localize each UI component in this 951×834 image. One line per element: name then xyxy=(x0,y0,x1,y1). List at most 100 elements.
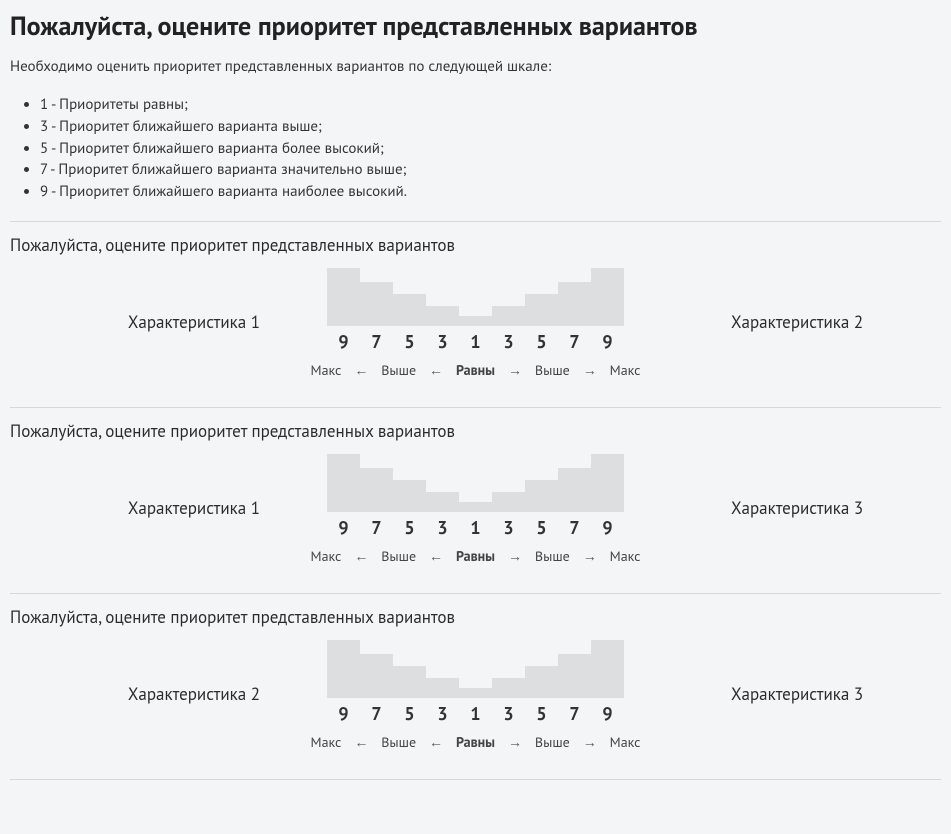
scale-bar[interactable] xyxy=(459,316,492,326)
scale-bar[interactable] xyxy=(360,654,393,698)
scale-numbers: 975313579 xyxy=(327,330,624,353)
list-item: 9 - Приоритет ближайшего варианта наибол… xyxy=(40,181,941,203)
scale-number: 5 xyxy=(393,330,426,353)
scale-bar[interactable] xyxy=(525,666,558,698)
scale-bar[interactable] xyxy=(393,294,426,326)
scale-number: 7 xyxy=(558,330,591,353)
scale-bar[interactable] xyxy=(525,480,558,512)
scale-bar[interactable] xyxy=(591,268,624,326)
characteristic-left: Характеристика 1 xyxy=(10,311,280,333)
scale-bar[interactable] xyxy=(459,688,492,698)
scale-bars xyxy=(327,266,624,326)
scale-number: 7 xyxy=(360,516,393,539)
scale-bar[interactable] xyxy=(393,666,426,698)
scale-numbers: 975313579 xyxy=(327,516,624,539)
scale-bar[interactable] xyxy=(492,306,525,326)
scale-legend: Макс←Выше←Равны→Выше→Макс xyxy=(311,361,641,379)
arrow-left-icon: ← xyxy=(354,361,368,379)
list-item: 5 - Приоритет ближайшего варианта более … xyxy=(40,138,941,160)
scale-number: 3 xyxy=(492,516,525,539)
scale-numbers: 975313579 xyxy=(327,702,624,725)
scale-number: 5 xyxy=(525,330,558,353)
scale-bar[interactable] xyxy=(558,468,591,512)
legend-higher-left: Выше xyxy=(381,733,416,751)
question-title: Пожалуйста, оцените приоритет представле… xyxy=(10,420,941,442)
arrow-right-icon: → xyxy=(508,547,522,565)
legend-max-left: Макс xyxy=(311,733,342,751)
list-item: 1 - Приоритеты равны; xyxy=(40,94,941,116)
legend-higher-right: Выше xyxy=(535,361,570,379)
list-item: 7 - Приоритет ближайшего варианта значит… xyxy=(40,159,941,181)
scale-bar[interactable] xyxy=(558,282,591,326)
characteristic-right: Характеристика 3 xyxy=(671,683,941,705)
scale-number: 5 xyxy=(525,516,558,539)
arrow-left-icon: ← xyxy=(354,547,368,565)
scale-bar[interactable] xyxy=(426,306,459,326)
scale-number: 9 xyxy=(591,702,624,725)
scale-bar[interactable] xyxy=(426,492,459,512)
legend-max-right: Макс xyxy=(610,547,641,565)
comparison-row: Характеристика 1 975313579 Макс ← Выше ← Равны… xyxy=(10,452,941,593)
scale-bar[interactable] xyxy=(558,654,591,698)
scale-description-list: 1 - Приоритеты равны; 3 - Приоритет ближ… xyxy=(10,94,941,203)
scale-number: 1 xyxy=(459,330,492,353)
arrow-left-icon: ← xyxy=(429,733,443,751)
legend-equal: Равны xyxy=(456,733,495,751)
characteristic-left: Характеристика 1 xyxy=(10,497,280,519)
scale-bar[interactable] xyxy=(360,282,393,326)
scale-bar[interactable] xyxy=(492,678,525,698)
scale-bar[interactable] xyxy=(459,502,492,512)
scale-number: 3 xyxy=(492,702,525,725)
scale-number: 9 xyxy=(591,516,624,539)
scale-bar[interactable] xyxy=(591,640,624,698)
separator xyxy=(10,407,941,408)
scale-bar[interactable] xyxy=(327,640,360,698)
separator xyxy=(10,221,941,222)
scale-number: 9 xyxy=(327,330,360,353)
scale-bar[interactable] xyxy=(327,268,360,326)
arrow-right-icon: → xyxy=(508,361,522,379)
legend-max-right: Макс xyxy=(610,361,641,379)
arrow-right-icon: → xyxy=(583,361,597,379)
scale-number: 5 xyxy=(393,516,426,539)
scale-widget: 975313579Макс←Выше←Равны→Выше→Макс xyxy=(280,638,671,751)
page-title: Пожалуйста, оцените приоритет представле… xyxy=(10,10,941,43)
scale-legend: Макс←Выше←Равны→Выше→Макс xyxy=(311,733,641,751)
scale-bar[interactable] xyxy=(360,468,393,512)
separator xyxy=(10,593,941,594)
arrow-left-icon: ← xyxy=(429,547,443,565)
arrow-left-icon: ← xyxy=(354,733,368,751)
comparison-row: Характеристика 2975313579Макс←Выше←Равны… xyxy=(10,638,941,779)
scale-number: 1 xyxy=(459,516,492,539)
arrow-right-icon: → xyxy=(508,733,522,751)
legend-higher-right: Выше xyxy=(535,733,570,751)
list-item: 3 - Приоритет ближайшего варианта выше; xyxy=(40,116,941,138)
scale-bar[interactable] xyxy=(492,492,525,512)
scale-number: 1 xyxy=(459,702,492,725)
scale-number: 7 xyxy=(558,702,591,725)
scale-bar[interactable] xyxy=(525,294,558,326)
characteristic-right: Характеристика 3 xyxy=(671,497,941,519)
arrow-right-icon: → xyxy=(583,547,597,565)
scale-bar[interactable] xyxy=(591,454,624,512)
characteristic-right: Характеристика 2 xyxy=(671,311,941,333)
legend-max-right: Макс xyxy=(610,733,641,751)
legend-higher-left: Выше xyxy=(381,547,416,565)
scale-bar[interactable] xyxy=(327,454,360,512)
scale-number: 3 xyxy=(492,330,525,353)
legend-higher-left: Выше xyxy=(381,361,416,379)
scale-bar[interactable] xyxy=(426,678,459,698)
scale-number: 9 xyxy=(327,516,360,539)
page-subtitle: Необходимо оценить приоритет представлен… xyxy=(10,57,941,76)
question-title: Пожалуйста, оцените приоритет представле… xyxy=(10,606,941,628)
scale-legend: Макс←Выше←Равны→Выше→Макс xyxy=(311,547,641,565)
legend-equal: Равны xyxy=(456,361,495,379)
scale-number: 3 xyxy=(426,702,459,725)
scale-bars xyxy=(327,452,624,512)
legend-higher-right: Выше xyxy=(535,547,570,565)
separator xyxy=(10,779,941,780)
legend-equal: Равны xyxy=(456,547,495,565)
scale-bar[interactable] xyxy=(393,480,426,512)
scale-number: 5 xyxy=(393,702,426,725)
question-title: Пожалуйста, оцените приоритет представле… xyxy=(10,234,941,256)
